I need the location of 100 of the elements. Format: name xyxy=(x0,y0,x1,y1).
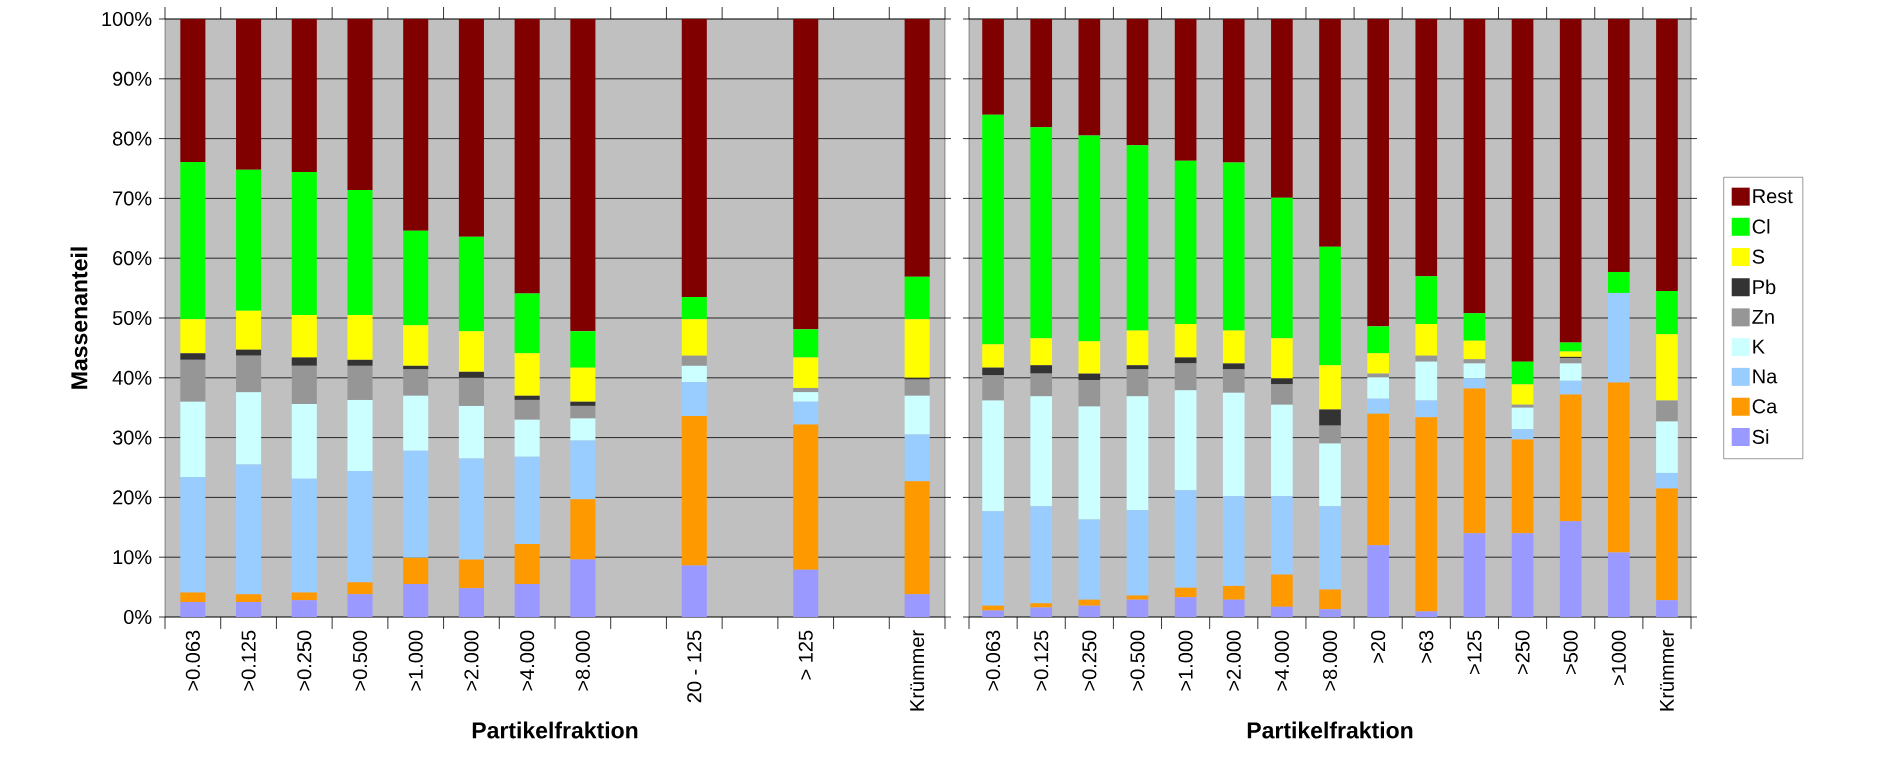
x-tick-label: >125 xyxy=(1467,630,1482,674)
bar xyxy=(1271,378,1293,385)
bar xyxy=(1030,365,1053,374)
legend-label: Si xyxy=(1752,429,1769,444)
bar xyxy=(1319,443,1341,507)
bar xyxy=(1511,404,1534,408)
bar xyxy=(1559,342,1582,352)
bar xyxy=(291,172,317,316)
bar xyxy=(180,19,206,162)
bar xyxy=(458,458,484,560)
bar xyxy=(180,401,206,478)
bar xyxy=(681,565,707,617)
bar xyxy=(570,440,596,500)
bar xyxy=(1030,373,1053,397)
bar xyxy=(1271,404,1293,497)
bar xyxy=(1415,355,1438,362)
bar xyxy=(1078,605,1101,617)
x-tick-label: >1.000 xyxy=(1178,630,1193,691)
legend-label: Cl xyxy=(1752,219,1770,234)
bar xyxy=(1174,597,1197,617)
legend-label: Pb xyxy=(1753,279,1776,295)
bar xyxy=(1463,19,1486,314)
bar xyxy=(1559,358,1582,364)
bar xyxy=(904,434,930,482)
bar xyxy=(1222,369,1245,393)
y-tick-label: 90% xyxy=(113,71,152,86)
bar xyxy=(514,293,540,354)
bar xyxy=(1078,406,1101,520)
bar xyxy=(904,395,930,435)
bar xyxy=(1271,19,1293,198)
bar xyxy=(1607,382,1630,553)
bar xyxy=(1222,330,1245,364)
bar xyxy=(1271,606,1293,617)
bar xyxy=(1656,291,1678,335)
bar xyxy=(347,399,373,472)
bar xyxy=(458,377,484,406)
bar xyxy=(793,357,819,388)
bar xyxy=(982,610,1004,617)
bar xyxy=(1271,574,1293,607)
x-tick-label: >2.000 xyxy=(464,630,479,691)
bar xyxy=(1463,388,1486,534)
bar xyxy=(1222,599,1245,617)
bar xyxy=(1607,19,1630,272)
bar xyxy=(514,456,540,545)
y-axis-title: Massenanteil xyxy=(70,247,88,389)
x-tick-label: >63 xyxy=(1419,630,1434,663)
bar xyxy=(347,471,373,583)
bar xyxy=(1126,145,1149,331)
bar xyxy=(904,19,930,277)
bar xyxy=(681,319,707,356)
bar xyxy=(1078,341,1101,374)
bar xyxy=(1559,351,1582,357)
bar xyxy=(1126,396,1149,510)
bar xyxy=(514,399,540,420)
bar xyxy=(1367,398,1389,414)
bar xyxy=(458,588,484,617)
x-tick-label: 20 - 125 xyxy=(687,630,702,703)
legend-label: K xyxy=(1753,339,1765,354)
bar xyxy=(291,478,317,593)
bar xyxy=(1174,323,1197,358)
bar xyxy=(1319,246,1341,366)
bar xyxy=(514,353,540,396)
bar xyxy=(291,592,317,601)
bar xyxy=(1463,359,1486,364)
bar xyxy=(514,584,540,617)
bar xyxy=(403,557,429,585)
bar xyxy=(1126,599,1149,617)
bar xyxy=(1463,340,1486,360)
legend-label: Ca xyxy=(1752,399,1778,414)
bar xyxy=(570,401,596,406)
legend-label: Rest xyxy=(1753,189,1793,204)
bar xyxy=(1319,589,1341,610)
bar xyxy=(236,19,262,170)
bar xyxy=(1463,363,1486,379)
bar xyxy=(1271,338,1293,379)
x-axis-title: Partikelfraktion xyxy=(472,721,638,739)
bar xyxy=(180,161,206,320)
bar xyxy=(1222,496,1245,586)
y-tick-label: 20% xyxy=(113,490,152,505)
bar xyxy=(982,344,1004,368)
bar xyxy=(1078,135,1101,342)
bar xyxy=(1030,607,1053,617)
bar xyxy=(347,365,373,400)
bar xyxy=(1126,509,1149,596)
bar xyxy=(236,349,262,356)
bar xyxy=(1319,425,1341,444)
bar xyxy=(1656,19,1678,292)
y-tick-label: 0% xyxy=(124,609,152,625)
bar xyxy=(1078,599,1101,606)
bar xyxy=(1511,429,1534,440)
bar xyxy=(1511,361,1534,385)
bar xyxy=(982,511,1004,606)
bar xyxy=(1656,472,1678,489)
bar xyxy=(570,499,596,560)
bar xyxy=(1174,363,1197,391)
bar xyxy=(570,19,596,332)
bar xyxy=(681,355,707,366)
bar xyxy=(1222,19,1245,163)
x-tick-label: >0.500 xyxy=(352,630,368,691)
bar xyxy=(236,355,262,393)
